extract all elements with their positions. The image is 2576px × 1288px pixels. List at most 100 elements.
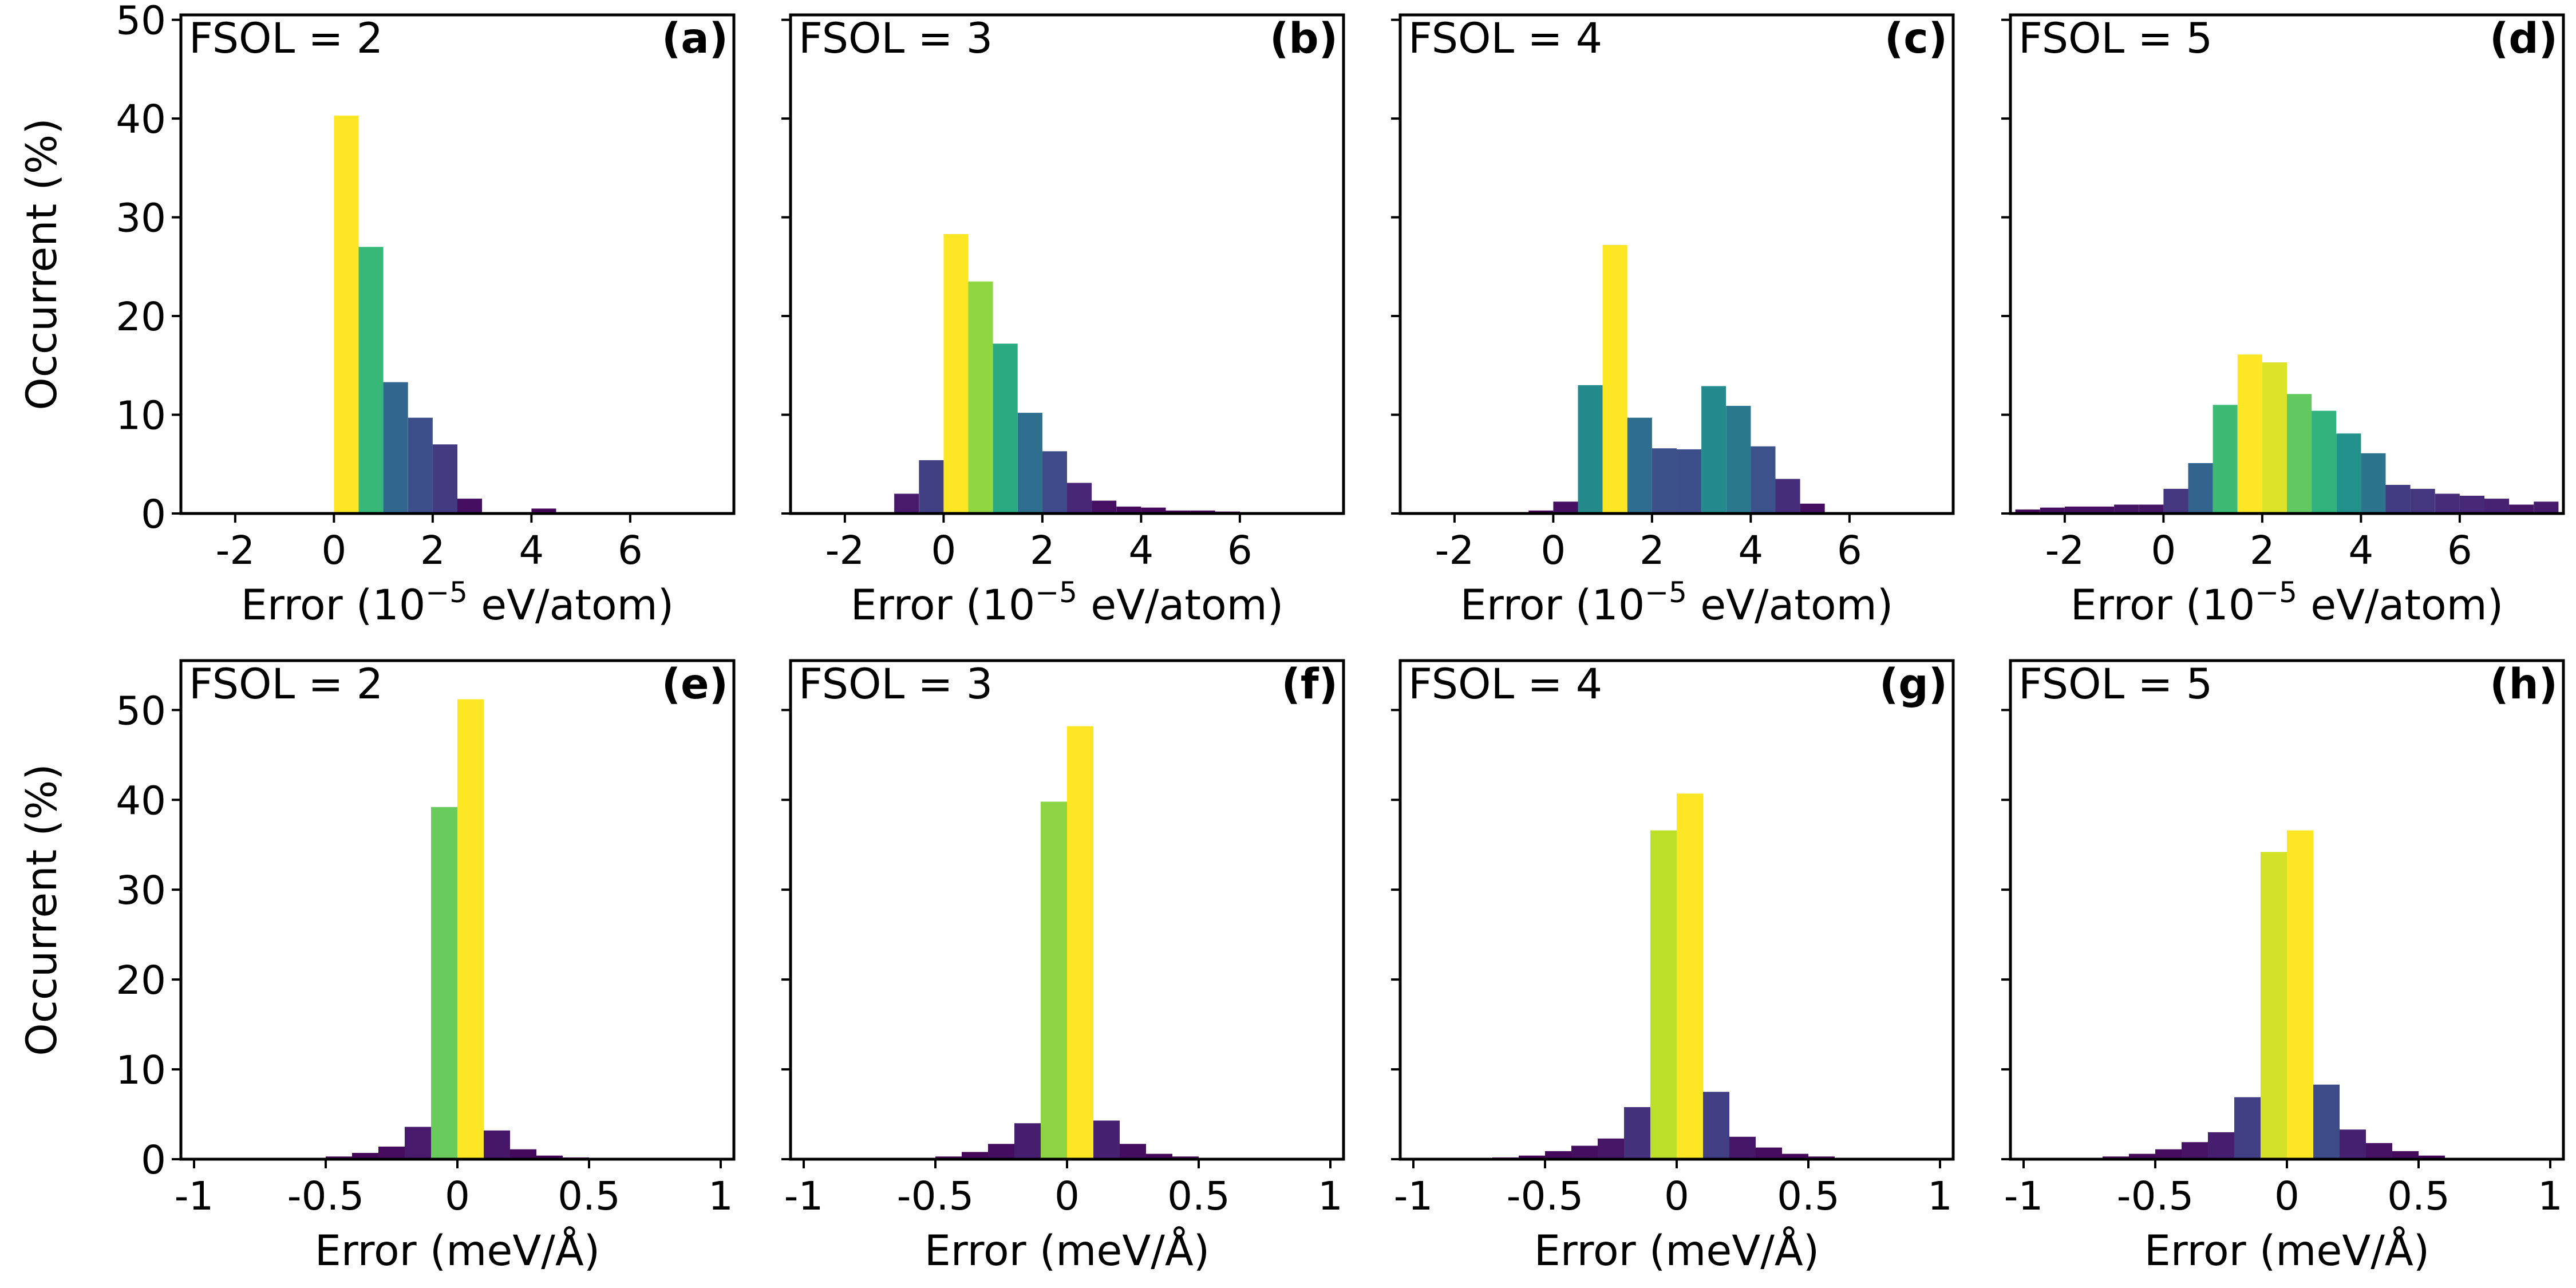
histogram-bar (1528, 510, 1554, 513)
histogram-bar (2129, 1153, 2155, 1159)
panel-letter: (e) (662, 660, 728, 709)
histogram-bar (2366, 1143, 2392, 1159)
histogram-bar (484, 1130, 510, 1159)
histogram-bar (378, 1147, 405, 1159)
histogram-bar (1553, 501, 1578, 513)
x-tick-label: -0.5 (1507, 1174, 1584, 1219)
histogram-bar (510, 1149, 536, 1159)
histogram-bar (1751, 446, 1776, 513)
histogram-bar (352, 1153, 378, 1159)
histogram-bar (2188, 463, 2213, 513)
histogram-bar (2182, 1142, 2208, 1159)
histogram-bar (1578, 385, 1603, 513)
histogram-bar (1165, 510, 1191, 513)
histogram-bar (2261, 852, 2287, 1159)
y-tick-label: 0 (141, 1137, 166, 1183)
x-tick-label: 6 (1837, 528, 1862, 574)
x-axis-label: Error (10−5 eV/atom) (2071, 576, 2504, 630)
histogram-bar (988, 1144, 1014, 1159)
x-tick-label: 0 (1054, 1174, 1080, 1219)
histogram-bar (943, 234, 969, 513)
x-tick-label: -1 (1394, 1174, 1433, 1219)
histogram-bar (1756, 1147, 1782, 1159)
axes-frame (1398, 13, 1955, 515)
x-axis-label-prefix: Error (10 (2071, 581, 2255, 630)
histogram-bar (2361, 453, 2386, 513)
x-axis-label-suffix: eV/atom) (1687, 581, 1893, 630)
x-tick-label: 6 (1227, 528, 1253, 574)
axes-frame (2009, 13, 2565, 515)
histogram-bar (2089, 506, 2115, 513)
x-tick-label: 4 (1738, 528, 1763, 574)
x-axis-label: Error (meV/Å) (924, 1226, 1210, 1275)
histogram-bar (334, 115, 359, 513)
histogram-bar (2212, 405, 2238, 513)
x-axis-label: Error (10−5 eV/atom) (1460, 576, 1894, 630)
x-tick-label: 1 (1927, 1174, 1953, 1219)
histogram-bar (2385, 485, 2411, 513)
x-tick-label: 1 (1318, 1174, 1343, 1219)
histogram-bar (1190, 510, 1215, 513)
histogram-bar (2234, 1097, 2261, 1159)
x-tick-label: -2 (1435, 528, 1474, 574)
x-axis-label-suffix: eV/atom) (468, 581, 674, 630)
histogram-bar (1800, 503, 1825, 513)
x-axis-label-exponent: −5 (1035, 576, 1077, 609)
x-tick-label: -0.5 (897, 1174, 974, 1219)
x-axis-label-exponent: −5 (1645, 576, 1687, 609)
y-tick-label: 20 (116, 958, 166, 1003)
histogram-bar (1141, 507, 1166, 513)
histogram-bar (1017, 413, 1042, 513)
histogram-bar (919, 460, 944, 513)
histogram-bar (2459, 496, 2484, 513)
histogram-bar (1729, 1136, 1756, 1159)
histogram-bar (1598, 1138, 1624, 1159)
histogram-bar (2114, 504, 2139, 513)
x-tick-label: 0.5 (2387, 1174, 2450, 1219)
histogram-bar (408, 417, 433, 513)
x-tick-label: 4 (519, 528, 544, 574)
y-axis-label: Occurrent (%) (18, 118, 66, 410)
histogram-bar (1067, 726, 1093, 1159)
x-axis-label: Error (meV/Å) (315, 1226, 600, 1275)
histogram-bar (2139, 504, 2164, 513)
x-tick-label: 0.5 (1777, 1174, 1840, 1219)
x-tick-label: 2 (1639, 528, 1665, 574)
histogram-bar (1116, 506, 1141, 513)
histogram-bar (2336, 433, 2361, 513)
histogram-bar (1014, 1123, 1041, 1159)
fsol-annotation: FSOL = 4 (1408, 14, 1602, 63)
histogram-bar (2312, 410, 2337, 513)
axes-frame (179, 13, 736, 515)
histogram-bar (1652, 448, 1677, 513)
fsol-annotation: FSOL = 5 (2018, 14, 2212, 63)
fsol-annotation: FSOL = 4 (1408, 660, 1602, 709)
histogram-bar (2287, 830, 2313, 1159)
x-tick-label: 0.5 (558, 1174, 621, 1219)
x-tick-label: 2 (420, 528, 445, 574)
histogram-bar (1519, 1155, 1545, 1159)
y-tick-label: 0 (141, 492, 166, 538)
histogram-bar (1041, 801, 1067, 1159)
x-tick-label: -0.5 (2117, 1174, 2194, 1219)
histogram-bar (2155, 1149, 2182, 1159)
histogram-bar (457, 499, 483, 513)
fsol-annotation: FSOL = 5 (2018, 660, 2212, 709)
x-axis-label: Error (meV/Å) (2144, 1226, 2430, 1275)
histogram-bar (1545, 1151, 1571, 1159)
x-axis-label: Error (10−5 eV/atom) (851, 576, 1284, 630)
histogram-bar (2435, 493, 2460, 513)
histogram-bar (2410, 488, 2435, 513)
histogram-bar (1677, 793, 1703, 1159)
x-axis-label-suffix: eV/atom) (2297, 581, 2503, 630)
histogram-bar (1067, 483, 1092, 513)
histogram-bar (1726, 406, 1751, 513)
histogram-bar (993, 343, 1018, 513)
histogram-bar (1677, 449, 1702, 513)
histogram-bar (383, 382, 408, 513)
histogram-bar (2015, 509, 2040, 513)
histogram-bar (1120, 1144, 1146, 1159)
panel-letter: (g) (1879, 660, 1947, 709)
x-tick-label: 2 (1030, 528, 1055, 574)
